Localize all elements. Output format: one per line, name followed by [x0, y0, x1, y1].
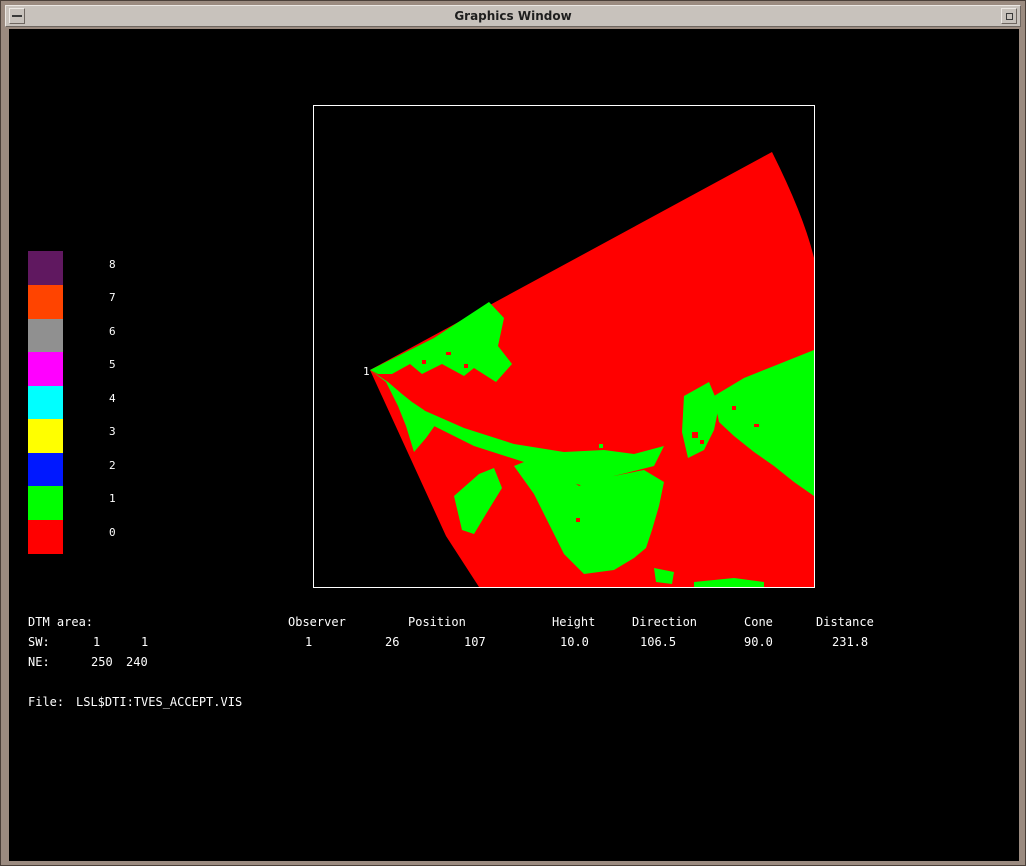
ne-y: 240 — [126, 655, 148, 669]
maximize-button[interactable] — [1001, 8, 1017, 24]
observer-marker: 1 — [363, 365, 370, 378]
graphics-canvas: 8 7 6 5 4 3 2 1 0 — [9, 29, 1019, 861]
header-position: Position — [408, 615, 466, 629]
legend-label-5: 5 — [109, 358, 116, 371]
visible-areas — [370, 302, 814, 587]
legend-swatch-4 — [28, 386, 63, 420]
header-height: Height — [552, 615, 596, 629]
legend-swatch-8 — [28, 251, 63, 285]
legend-swatch-5 — [28, 352, 63, 386]
cell-direction: 106.5 — [640, 635, 677, 649]
cell-pos-x: 26 — [385, 635, 400, 649]
header-observer: Observer — [288, 615, 346, 629]
legend-swatch-7 — [28, 285, 63, 319]
cell-cone: 90.0 — [744, 635, 773, 649]
legend-label-6: 6 — [109, 325, 116, 338]
legend-label-8: 8 — [109, 258, 116, 271]
legend-swatch-0 — [28, 520, 63, 554]
window-menu-button[interactable] — [9, 8, 25, 24]
window-title: Graphics Window — [454, 9, 572, 23]
legend-label-4: 4 — [109, 392, 116, 405]
cell-observer: 1 — [305, 635, 313, 649]
window-menu-icon — [12, 15, 22, 17]
header-direction: Direction — [632, 615, 698, 629]
legend-swatch-1 — [28, 486, 63, 520]
file-path: LSL$DTI:TVES_ACCEPT.VIS — [76, 695, 243, 709]
legend-label-7: 7 — [109, 291, 116, 304]
legend-swatch-3 — [28, 419, 63, 453]
ne-label: NE: — [28, 655, 50, 669]
sw-label: SW: — [28, 635, 50, 649]
legend-label-1: 1 — [109, 492, 116, 505]
dtm-area-heading: DTM area: — [28, 615, 94, 629]
legend-swatch-6 — [28, 319, 63, 353]
cell-distance: 231.8 — [832, 635, 869, 649]
cell-pos-y: 107 — [464, 635, 486, 649]
legend-label-3: 3 — [109, 425, 116, 438]
file-label: File: — [28, 695, 65, 709]
legend-label-0: 0 — [109, 526, 116, 539]
title-bar[interactable]: Graphics Window — [5, 5, 1021, 27]
legend-swatch-2 — [28, 453, 63, 487]
header-distance: Distance — [816, 615, 874, 629]
visibility-map[interactable] — [313, 105, 815, 588]
visibility-map-graphic — [370, 152, 814, 587]
cell-height: 10.0 — [560, 635, 589, 649]
sw-x: 1 — [93, 635, 101, 649]
maximize-icon — [1006, 13, 1013, 20]
header-cone: Cone — [744, 615, 773, 629]
legend-label-2: 2 — [109, 459, 116, 472]
ne-x: 250 — [91, 655, 113, 669]
sw-y: 1 — [141, 635, 149, 649]
map-speckles — [422, 352, 759, 522]
